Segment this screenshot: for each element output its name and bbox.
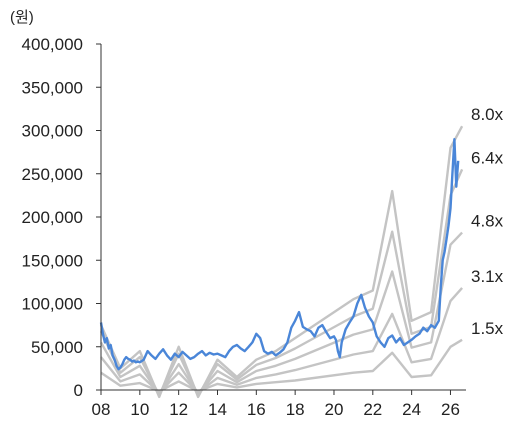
y-tick-label: 0 (74, 381, 83, 400)
y-tick-label: 250,000 (22, 165, 83, 184)
y-tick-label: 400,000 (22, 35, 83, 54)
x-tick-label: 20 (325, 400, 344, 419)
band-lines (99, 125, 464, 399)
band-label: 4.8x (471, 212, 504, 231)
band-labels: 8.0x 6.4x 4.8x 3.1x 1.5x (471, 105, 504, 338)
x-tick-labels: 08 10 12 14 16 18 20 22 24 26 (92, 400, 460, 419)
y-tick-label: 100,000 (22, 295, 83, 314)
x-tick-label: 08 (92, 400, 111, 419)
y-tick-label: 200,000 (22, 208, 83, 227)
y-tick-label: 50,000 (31, 338, 83, 357)
x-tick-label: 10 (130, 400, 149, 419)
y-tick-label: 300,000 (22, 122, 83, 141)
band-line-1 (99, 168, 464, 397)
price-line (99, 138, 460, 371)
y-tick-label: 350,000 (22, 78, 83, 97)
band-label: 3.1x (471, 267, 504, 286)
band-label: 1.5x (471, 319, 504, 338)
x-tick-label: 14 (208, 400, 227, 419)
x-tick-label: 16 (247, 400, 266, 419)
x-tick-label: 22 (363, 400, 382, 419)
x-tick-label: 24 (402, 400, 421, 419)
unit-label: (원) (10, 9, 34, 26)
y-tick-labels: 0 50,000 100,000 150,000 200,000 250,000 300,0… (22, 35, 83, 400)
band-label: 6.4x (471, 148, 504, 167)
band-label: 8.0x (471, 105, 504, 124)
price-series-line (99, 138, 460, 371)
axes (96, 43, 466, 395)
x-tick-label: 18 (286, 400, 305, 419)
x-tick-label: 26 (441, 400, 460, 419)
x-tick-label: 12 (169, 400, 188, 419)
y-tick-label: 150,000 (22, 251, 83, 270)
